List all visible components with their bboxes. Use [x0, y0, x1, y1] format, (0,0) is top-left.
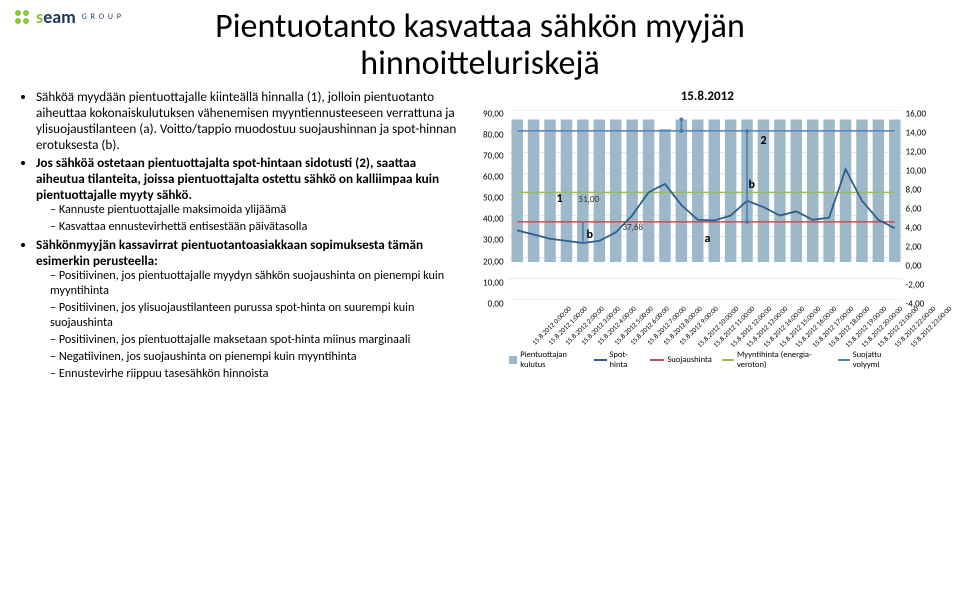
- chart-plot: [509, 110, 903, 300]
- x-axis: 15.8.2012 0:00:0015.8.2012 1:00:0015.8.2…: [509, 302, 903, 348]
- legend-myynti: Myyntihinta (energia-veroton): [722, 350, 828, 370]
- slide-title: Pientuotanto kasvattaa sähkön myyjän hin…: [130, 8, 830, 83]
- ann-b2: b: [587, 228, 593, 242]
- legend-suojaus: Suojaushinta: [650, 350, 711, 370]
- ann-1: 1: [557, 192, 563, 206]
- bullet-3b: Positiivinen, jos ylisuojaustilanteen pu…: [50, 301, 463, 331]
- y-axis-left: 0,0010,0020,0030,0040,0050,0060,0070,008…: [473, 110, 507, 300]
- ann-a: a: [705, 232, 711, 246]
- bullet-2a: Kannuste pientuottajalle maksimoida ylij…: [50, 203, 463, 218]
- chart-column: 15.8.2012 0,0010,0020,0030,0040,0050,006…: [473, 89, 942, 384]
- bullet-3e: Ennustevirhe riippuu tasesähkön hinnoist…: [50, 367, 463, 382]
- legend-spot: Spot-hinta: [594, 350, 640, 370]
- bullet-2: Jos sähköä ostetaan pientuottajalta spot…: [36, 155, 463, 235]
- bullet-3c: Positiivinen, jos pientuottajalle makset…: [50, 333, 463, 348]
- bullet-3d: Negatiivinen, jos suojaushinta on pienem…: [50, 350, 463, 365]
- chart-legend: Pientuottajan kulutus Spot-hinta Suojaus…: [509, 350, 903, 370]
- val-51: 51,00: [579, 194, 600, 205]
- ann-b: b: [749, 178, 755, 192]
- chart: 0,0010,0020,0030,0040,0050,0060,0070,008…: [473, 106, 933, 366]
- bullet-3a: Positiivinen, jos pientuottajalle myydyn…: [50, 269, 463, 299]
- logo-icon: [12, 7, 32, 27]
- text-column: Sähköä myydään pientuottajalle kiinteäll…: [18, 89, 463, 384]
- val-37: 37,68: [623, 222, 644, 233]
- y-axis-right: -4,00-2,000,002,004,006,008,0010,0012,00…: [903, 110, 933, 300]
- legend-kulutus: Pientuottajan kulutus: [509, 350, 585, 370]
- bullet-1: Sähköä myydään pientuottajalle kiinteäll…: [36, 89, 463, 153]
- legend-suojattu: Suojattu volyymi: [838, 350, 903, 370]
- ann-2: 2: [761, 134, 767, 148]
- logo-text: seam: [36, 6, 76, 28]
- bullet-2b: Kasvattaa ennustevirhettä entisestään pä…: [50, 220, 463, 235]
- logo: seam G R O U P: [12, 6, 122, 28]
- bullet-3: Sähkönmyyjän kassavirrat pientuotantoasi…: [36, 237, 463, 381]
- logo-sub: G R O U P: [82, 12, 122, 22]
- chart-title: 15.8.2012: [473, 89, 942, 104]
